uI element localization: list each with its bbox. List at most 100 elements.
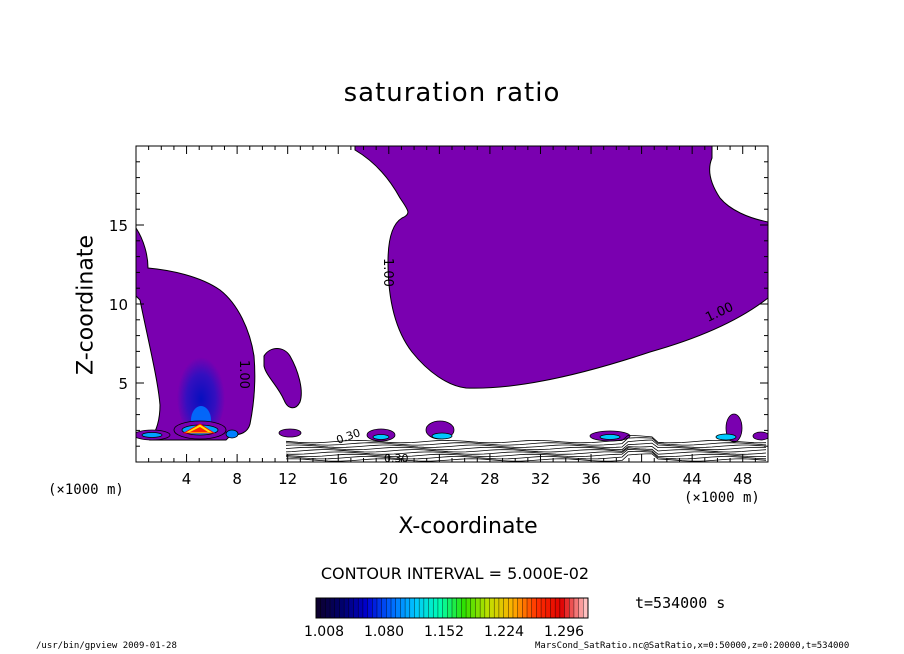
- surface-contour-line: [285, 453, 767, 462]
- colorbar-band: [512, 598, 518, 618]
- colorbar-band: [536, 598, 542, 618]
- x-tick-label: 20: [379, 470, 398, 488]
- y-tick-label: 15: [109, 217, 128, 235]
- contour-interval-label: CONTOUR INTERVAL = 5.000E-02: [320, 564, 590, 583]
- colorbar-band: [334, 598, 340, 618]
- colorbar-band: [531, 598, 537, 618]
- colorbar-band: [339, 598, 345, 618]
- colorbar-band: [400, 598, 406, 618]
- colorbar-frame: [315, 597, 589, 619]
- colorbar-band: [475, 598, 481, 618]
- fill-region-upper: [354, 146, 768, 389]
- colorbar-band: [522, 598, 528, 618]
- footer-command: /usr/bin/gpview 2009-01-28: [36, 641, 177, 651]
- colorbar-band: [386, 598, 392, 618]
- x-tick-label: 48: [733, 470, 752, 488]
- colorbar-band: [461, 598, 467, 618]
- colorbar-band: [545, 598, 551, 618]
- colorbar-band: [442, 598, 448, 618]
- colorbar-band: [573, 598, 579, 618]
- axis-ticks: [136, 146, 768, 462]
- surface-contour-line: [285, 437, 767, 446]
- colorbar-band: [517, 598, 523, 618]
- colorbar-band: [555, 598, 561, 618]
- colorbar-band: [409, 598, 415, 618]
- colorbar-band: [437, 598, 443, 618]
- colorbar-band: [344, 598, 350, 618]
- colorbar-tick-label: 1.296: [544, 624, 584, 640]
- contour-fills: [136, 146, 768, 462]
- footer-source: MarsCond_SatRatio.nc@SatRatio,x=0:50000,…: [535, 641, 850, 651]
- colorbar-band: [414, 598, 420, 618]
- colorbar-band: [452, 598, 457, 618]
- fill-core-blue: [177, 353, 225, 437]
- colorbar-tick-label: 1.080: [364, 624, 404, 640]
- colorbar-band: [541, 598, 547, 618]
- chart-title: saturation ratio: [343, 78, 561, 108]
- x-tick-label: 4: [182, 470, 192, 488]
- colorbar-band: [325, 598, 331, 618]
- colorbar-band: [358, 598, 364, 618]
- x-tick-label: 12: [278, 470, 297, 488]
- fill-region-left-plume: [136, 227, 256, 441]
- colorbar-band: [428, 598, 434, 618]
- colorbar-band: [466, 598, 472, 618]
- colorbar-band: [381, 598, 387, 618]
- colorbar-band: [447, 598, 453, 618]
- y-tick-label: 10: [109, 296, 128, 314]
- colorbar-band: [362, 598, 368, 618]
- x-axis-label: X-coordinate: [398, 514, 538, 539]
- colorbar-tick-label: 1.008: [304, 624, 344, 640]
- colorbar-band: [484, 598, 490, 618]
- x-tick-label: 36: [581, 470, 600, 488]
- colorbar-band: [433, 598, 439, 618]
- surface-contour-line: [285, 451, 767, 460]
- contour-label: 0.30: [384, 452, 409, 465]
- x-axis-unit-right: (×1000 m): [684, 490, 760, 506]
- surface-contour-line: [285, 447, 767, 455]
- x-tick-label: 40: [632, 470, 651, 488]
- colorbar-band: [498, 598, 504, 618]
- colorbar-band: [569, 598, 575, 618]
- colorbar-band: [320, 598, 326, 618]
- colorbar-band: [578, 598, 584, 618]
- colorbar-band: [367, 598, 373, 618]
- colorbar-band: [559, 598, 565, 618]
- colorbar-band: [583, 598, 589, 618]
- colorbar-tick-label: 1.152: [424, 624, 464, 640]
- x-tick-labels: 4 8 12 16 20 24 28 32 36 40 44 48: [182, 470, 752, 488]
- y-tick-labels: 5 10 15: [109, 217, 128, 393]
- surface-contour-line: [285, 442, 767, 451]
- y-tick-label: 5: [118, 375, 128, 393]
- colorbar-band: [527, 598, 533, 618]
- colorbar-band: [330, 598, 336, 618]
- colorbar-band: [480, 598, 486, 618]
- colorbar-band: [372, 598, 378, 618]
- x-tick-label: 44: [683, 470, 702, 488]
- time-label: t=534000 s: [635, 594, 726, 612]
- surface-contour-line: [285, 446, 767, 453]
- colorbar-band: [508, 598, 514, 618]
- fill-region-small-blob: [263, 348, 302, 409]
- contour-label: 1.00: [380, 258, 395, 287]
- colorbar-band: [395, 598, 401, 618]
- low-level-blobs: [136, 413, 768, 443]
- surface-contour-lines: [285, 434, 767, 462]
- colorbar-band: [564, 598, 570, 618]
- colorbar-band: [503, 598, 509, 618]
- x-axis-unit-left: (×1000 m): [48, 482, 124, 498]
- colorbar-band: [419, 598, 425, 618]
- colorbar-band: [353, 598, 359, 618]
- surface-contour-line: [285, 448, 767, 457]
- colorbar-band: [376, 598, 382, 618]
- colorbar-band: [423, 598, 429, 618]
- contour-label: 1.00: [236, 360, 251, 389]
- colorbar-tick-label: 1.224: [484, 624, 524, 640]
- x-tick-label: 8: [232, 470, 242, 488]
- colorbar-band: [550, 598, 556, 618]
- colorbar-tick-labels: 1.008 1.080 1.152 1.224 1.296: [304, 624, 584, 640]
- surface-contour-line: [285, 434, 767, 444]
- colorbar-band: [470, 598, 476, 618]
- x-tick-label: 32: [531, 470, 550, 488]
